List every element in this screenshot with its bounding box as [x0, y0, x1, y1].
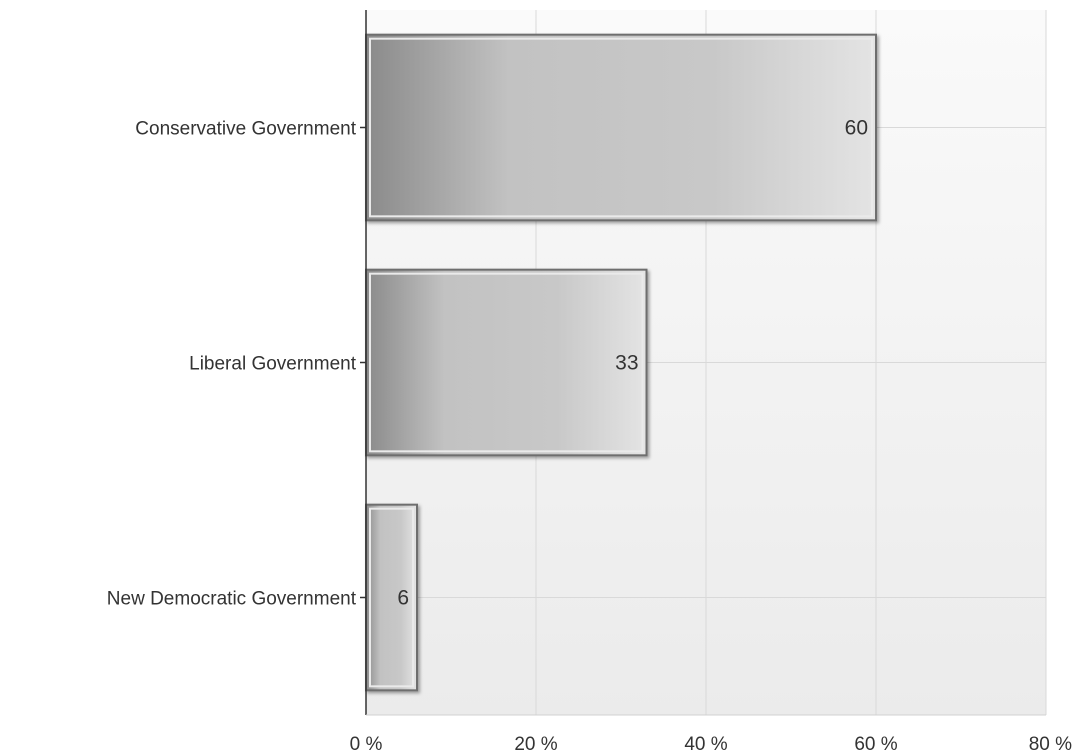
bar[interactable] — [365, 33, 877, 222]
bar[interactable] — [365, 503, 418, 692]
bar-highlight — [369, 507, 414, 688]
bars: 60 33 6 — [365, 33, 877, 692]
x-tick-label: 40 % — [684, 734, 727, 755]
x-tick-label: 20 % — [514, 734, 557, 755]
bar-value-label: 6 — [397, 587, 409, 610]
bar-highlight — [369, 37, 873, 218]
category-label: Liberal Government — [189, 354, 357, 375]
category-labels: Conservative Government Liberal Governmen… — [107, 119, 366, 610]
x-tick-label: 0 % — [350, 734, 383, 755]
bar[interactable] — [365, 268, 648, 457]
x-axis-ticks: 0 % 20 % 40 % 60 % 80 % — [350, 734, 1072, 755]
bar-highlight — [369, 272, 644, 453]
bar-value-label: 33 — [615, 352, 638, 375]
bar-value-label: 60 — [845, 117, 868, 140]
category-label: New Democratic Government — [107, 589, 357, 610]
x-tick-label: 80 % — [1029, 734, 1072, 755]
category-label: Conservative Government — [135, 119, 356, 140]
x-tick-label: 60 % — [854, 734, 897, 755]
